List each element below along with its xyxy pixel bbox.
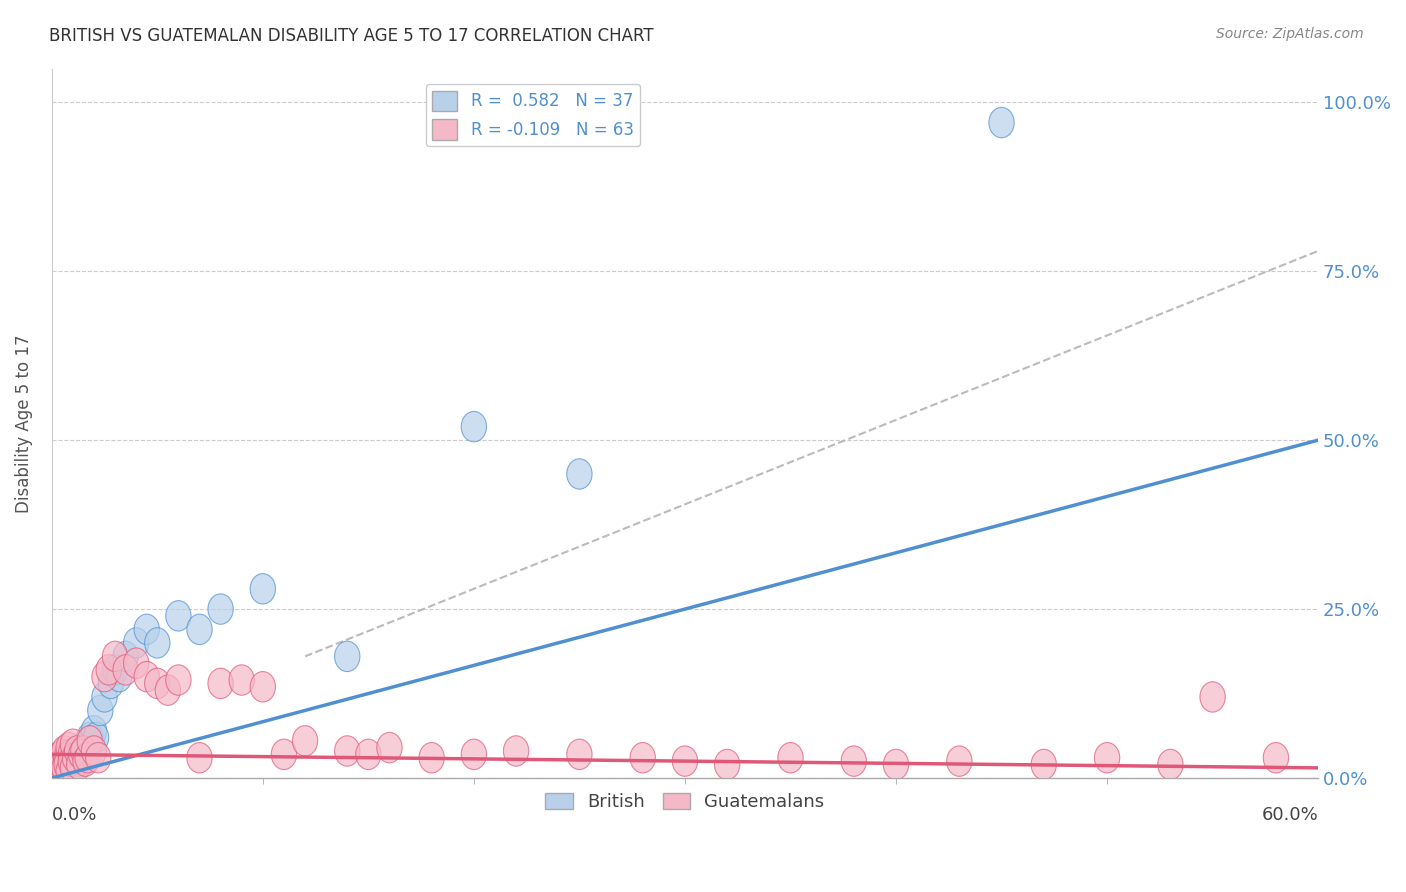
Legend: British, Guatemalans: British, Guatemalans <box>538 786 832 819</box>
Text: 0.0%: 0.0% <box>52 806 97 824</box>
Text: 60.0%: 60.0% <box>1261 806 1319 824</box>
Y-axis label: Disability Age 5 to 17: Disability Age 5 to 17 <box>15 334 32 513</box>
Text: Source: ZipAtlas.com: Source: ZipAtlas.com <box>1216 27 1364 41</box>
Text: BRITISH VS GUATEMALAN DISABILITY AGE 5 TO 17 CORRELATION CHART: BRITISH VS GUATEMALAN DISABILITY AGE 5 T… <box>49 27 654 45</box>
